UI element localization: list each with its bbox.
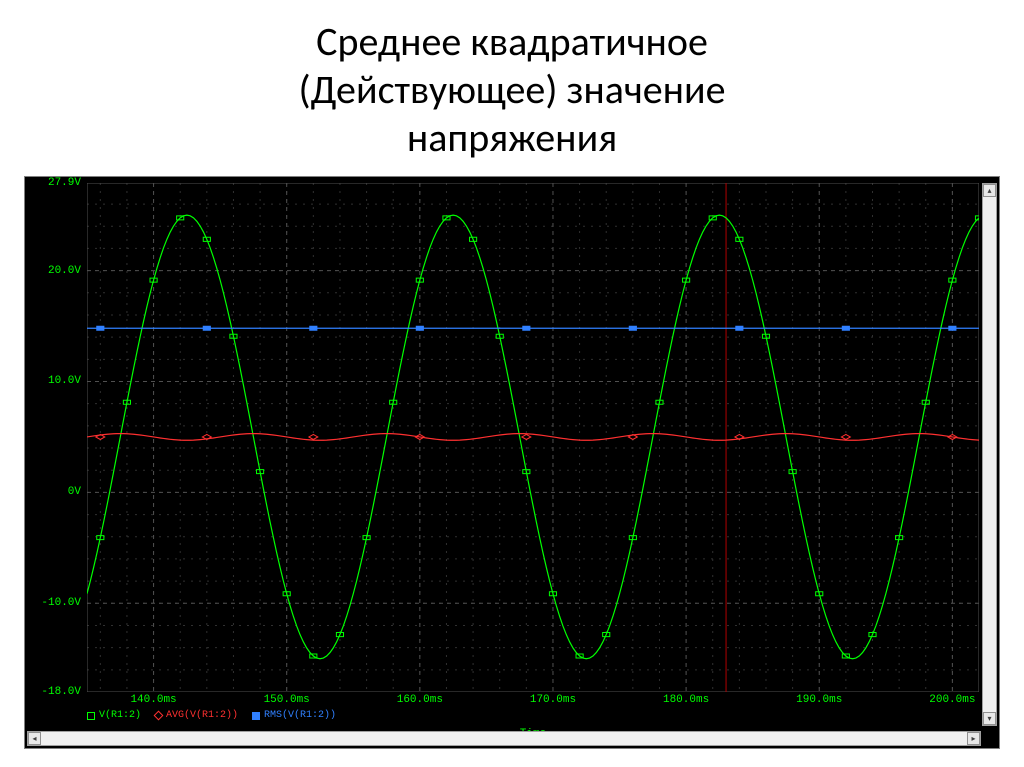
- scroll-right-button[interactable]: ▸: [967, 732, 980, 745]
- legend-swatch: [87, 712, 95, 720]
- horizontal-scrollbar[interactable]: ◂ ▸: [27, 731, 981, 746]
- legend-label: V(R1:2): [99, 710, 141, 721]
- scroll-h-track[interactable]: [41, 732, 967, 745]
- slide: Среднее квадратичное (Действующее) значе…: [0, 0, 1024, 767]
- legend-item: V(R1:2): [87, 710, 141, 721]
- scroll-left-button[interactable]: ◂: [28, 732, 41, 745]
- x-tick-label: 190.0ms: [796, 694, 842, 706]
- x-tick-label: 160.0ms: [397, 694, 443, 706]
- title-line-2: (Действующее) значение: [298, 65, 725, 114]
- y-axis: -18.0V-10.0V0V10.0V20.0V27.9V: [25, 177, 87, 692]
- legend-item: RMS(V(R1:2)): [252, 710, 336, 721]
- x-tick-label: 200.0ms: [929, 694, 975, 706]
- scroll-up-button[interactable]: ▴: [983, 184, 996, 197]
- plot-svg: [87, 183, 979, 692]
- title-line-1: Среднее квадратичное: [316, 17, 708, 66]
- x-tick-label: 150.0ms: [264, 694, 310, 706]
- legend-swatch: [154, 711, 164, 721]
- title-line-3: напряжения: [407, 113, 617, 162]
- x-tick-label: 170.0ms: [530, 694, 576, 706]
- x-tick-label: 180.0ms: [663, 694, 709, 706]
- page-title: Среднее квадратичное (Действующее) значе…: [0, 0, 1024, 176]
- plot-row: -18.0V-10.0V0V10.0V20.0V27.9V: [25, 177, 999, 692]
- chart-container: -18.0V -10.0V 0V 10.0V 20.0V 27.9V V(R1:2) AVG…: [0, 176, 1024, 767]
- scroll-down-button[interactable]: ▾: [983, 712, 996, 725]
- legend-item: AVG(V(R1:2)): [155, 710, 238, 721]
- scroll-v-track[interactable]: [983, 197, 996, 712]
- y-tick-label: 10.0V: [48, 375, 81, 387]
- y-tick-label: -10.0V: [41, 597, 81, 609]
- legend: V(R1:2) AVG(V(R1:2)) RMS(V(R1:2)): [87, 710, 336, 721]
- y-tick-label: 0V: [68, 486, 81, 498]
- legend-label: RMS(V(R1:2)): [264, 710, 336, 721]
- x-tick-label: 140.0ms: [130, 694, 176, 706]
- y-tick-label: 20.0V: [48, 265, 81, 277]
- chart-frame: -18.0V -10.0V 0V 10.0V 20.0V 27.9V V(R1:2) AVG…: [24, 176, 1000, 749]
- vertical-scrollbar[interactable]: ▴ ▾: [982, 183, 997, 726]
- y-tick-label: -18.0V: [41, 686, 81, 698]
- y-tick-label: 27.9V: [48, 177, 81, 189]
- legend-label: AVG(V(R1:2)): [166, 710, 238, 721]
- plot-area[interactable]: [87, 183, 979, 692]
- legend-swatch: [252, 712, 260, 720]
